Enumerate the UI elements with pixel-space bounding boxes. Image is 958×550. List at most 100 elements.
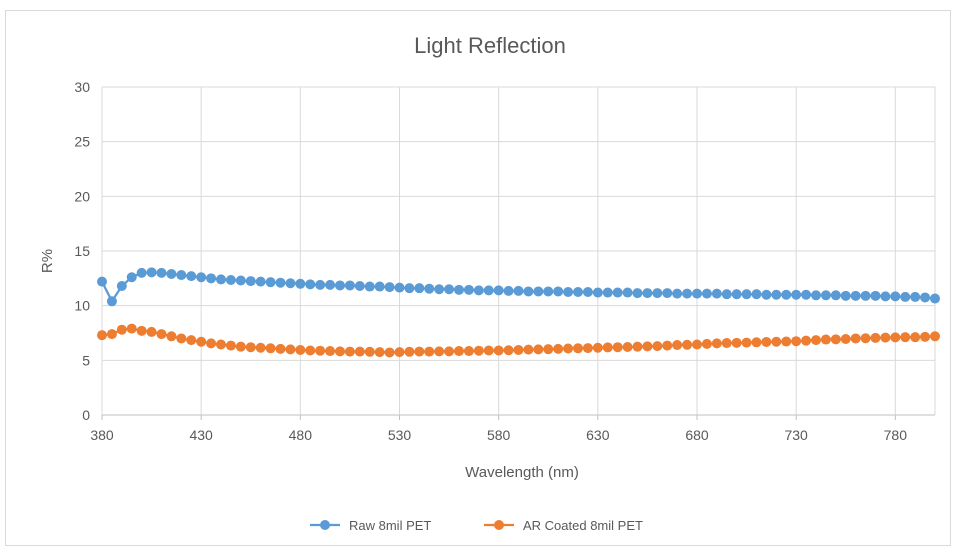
data-point [225,340,236,351]
data-point [781,336,792,347]
data-point [820,334,831,345]
data-point [543,286,554,297]
chart-frame: Light Reflection 0 5 10 15 20 25 30 380 430 480 53… [5,10,951,546]
x-tick-label: 780 [884,427,908,443]
data-point [216,339,226,350]
y-tick-label: 0 [82,407,90,423]
data-point [444,346,455,357]
y-tick-label: 25 [74,134,90,150]
data-point [156,329,167,340]
data-point [761,289,772,300]
data-point [731,337,742,348]
data-point [652,341,663,352]
data-point [325,346,336,357]
data-point [731,289,742,300]
data-point [97,330,107,341]
data-point [930,293,940,304]
data-point [344,280,355,291]
data-point [830,290,841,301]
data-point [503,345,514,356]
data-point [295,344,306,355]
data-point [791,336,802,347]
data-point [602,342,613,353]
data-point [106,329,117,340]
data-point [186,335,197,346]
x-tick-label: 380 [90,427,114,443]
legend-label: Raw 8mil PET [349,518,431,533]
data-point [255,342,266,353]
data-point [166,331,177,342]
axes: 0 5 10 15 20 25 30 380 430 480 530 580 630 680 730 780 [74,79,907,443]
data-point [454,284,464,295]
data-point [900,332,911,343]
data-point [394,282,405,293]
data-point [632,288,643,299]
data-point [880,332,891,343]
data-point [384,347,395,358]
data-point [870,290,881,301]
data-point [711,288,722,299]
x-tick-label: 480 [289,427,313,443]
data-point [642,341,653,352]
data-point [275,343,286,354]
x-tick-label: 580 [487,427,511,443]
legend-label: AR Coated 8mil PET [523,518,643,533]
data-point [533,286,544,297]
data-point [582,343,593,354]
data-point [662,340,673,351]
data-point [692,339,702,350]
data-point [354,280,365,291]
data-point [196,272,207,283]
data-point [235,341,246,352]
series-raw-8mil-pet [97,267,940,307]
data-point [642,288,653,299]
data-point [434,284,445,295]
data-point [265,343,276,354]
data-point [206,338,217,349]
data-point [136,267,147,278]
data-point [434,346,445,357]
data-point [920,331,931,342]
data-point [285,344,296,355]
data-point [592,287,603,298]
data-point [930,331,940,342]
data-point [404,283,415,294]
data-point [582,287,593,297]
data-point [860,333,871,344]
data-point [444,284,455,295]
data-point [751,289,762,300]
data-point [741,289,752,300]
data-point [315,279,326,290]
data-point [463,284,474,295]
data-point [483,345,494,356]
legend: Raw 8mil PET AR Coated 8mil PET [310,518,643,533]
data-point [176,333,187,344]
data-point [811,335,821,346]
data-point [186,271,197,282]
legend-marker [494,520,504,530]
data-point [890,291,901,302]
legend-item: AR Coated 8mil PET [484,518,643,533]
data-point [216,274,226,285]
data-point [146,326,157,337]
data-point [830,334,841,345]
data-point [344,346,355,357]
data-point [335,280,345,291]
data-point [781,289,792,300]
data-point [553,343,564,354]
data-point [563,287,574,297]
x-tick-label: 680 [685,427,709,443]
data-point [354,346,365,357]
data-point [126,272,137,283]
data-point [672,340,683,351]
data-point [652,288,663,299]
data-point [672,288,683,299]
data-point [473,285,484,296]
data-point [315,345,326,356]
data-point [523,286,534,297]
data-point [106,296,117,307]
data-point [116,324,127,335]
data-point [136,325,147,336]
data-point [414,346,425,357]
data-point [473,345,484,356]
